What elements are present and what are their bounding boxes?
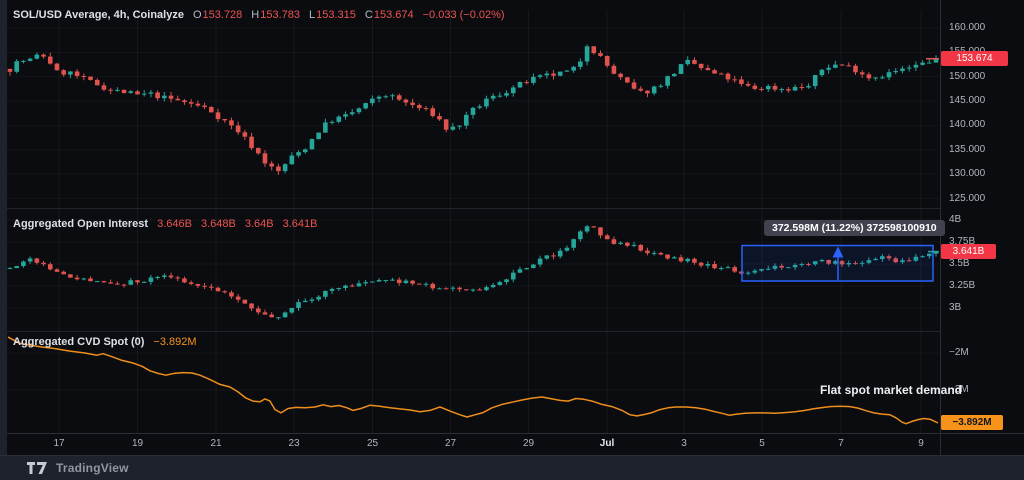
price-tick-label: 3.25B (949, 280, 976, 291)
time-tick-label: 27 (444, 438, 457, 449)
price-tick-label: 4B (949, 214, 962, 225)
price-tick-label: −3M (949, 384, 969, 395)
ohlc-open: O 153.728 (192, 9, 243, 21)
ohlc-high: H 153.783 (251, 9, 301, 21)
time-tick-label: 17 (53, 438, 65, 449)
price-tick-label: 3.5B (949, 258, 970, 269)
price-tick-label: 160.000 (949, 22, 986, 33)
open-interest-axis-tag: 3.641B (941, 244, 996, 259)
time-tick-label: 19 (131, 438, 144, 449)
price-tick-label: 130.000 (949, 168, 986, 180)
price-tick-label: 135.000 (949, 143, 986, 155)
cvd-value: −3.892M (153, 336, 197, 348)
price-axis-tag: 153.674 (941, 51, 1008, 66)
time-tick-label: Jul (599, 438, 615, 449)
time-tick-label: 29 (522, 438, 535, 449)
time-tick-label: 9 (918, 438, 924, 449)
time-tick-label: 23 (288, 438, 300, 449)
pane1-header: SOL/USD Average, 4h, Coinalyze O 153.728 … (13, 9, 505, 21)
cvd-title[interactable]: Aggregated CVD Spot (0) (13, 336, 145, 348)
pane3-header: Aggregated CVD Spot (0) −3.892M (13, 336, 197, 348)
ohlc-low: L 153.315 (309, 9, 356, 21)
oi-close-value: 3.641B (282, 218, 318, 230)
open-interest-title[interactable]: Aggregated Open Interest (13, 218, 149, 230)
ohlc-close: C 153.674 (364, 9, 414, 21)
oi-high-value: 3.648B (200, 218, 236, 230)
tradingview-brand-text[interactable]: TradingView (56, 461, 129, 475)
footer-bar: TradingView (0, 455, 1024, 480)
pane2-header: Aggregated Open Interest 3.646B 3.648B 3… (13, 218, 317, 230)
price-tick-label: 140.000 (949, 119, 986, 131)
price-tick-label: 3B (949, 302, 962, 313)
time-tick-label: 3 (681, 438, 687, 449)
left-toolbar-strip (0, 0, 7, 455)
oi-low-value: 3.64B (244, 218, 274, 230)
time-tick-label: 21 (210, 438, 222, 449)
flat-demand-annotation: Flat spot market demand (819, 383, 962, 397)
price-tick-label: 3.75B (949, 236, 976, 247)
tradingview-logo-icon[interactable] (26, 460, 48, 476)
cvd-axis-tag: −3.892M (941, 415, 1003, 430)
time-tick-label: 25 (366, 438, 379, 449)
price-tick-label: 150.000 (949, 70, 986, 82)
price-tick-label: 145.000 (949, 95, 986, 107)
price-change: −0.033 (−0.02%) (422, 9, 505, 21)
measure-tooltip: 372.598M (11.22%) 372598100910 (764, 220, 945, 236)
chart-canvas[interactable] (0, 0, 1024, 455)
price-tick-label: 125.000 (949, 192, 986, 204)
price-tick-label: −2M (949, 347, 969, 358)
oi-open-value: 3.646B (157, 218, 192, 230)
time-tick-label: 7 (838, 438, 844, 449)
symbol-title[interactable]: SOL/USD Average, 4h, Coinalyze (13, 9, 184, 21)
time-tick-label: 5 (759, 438, 765, 449)
